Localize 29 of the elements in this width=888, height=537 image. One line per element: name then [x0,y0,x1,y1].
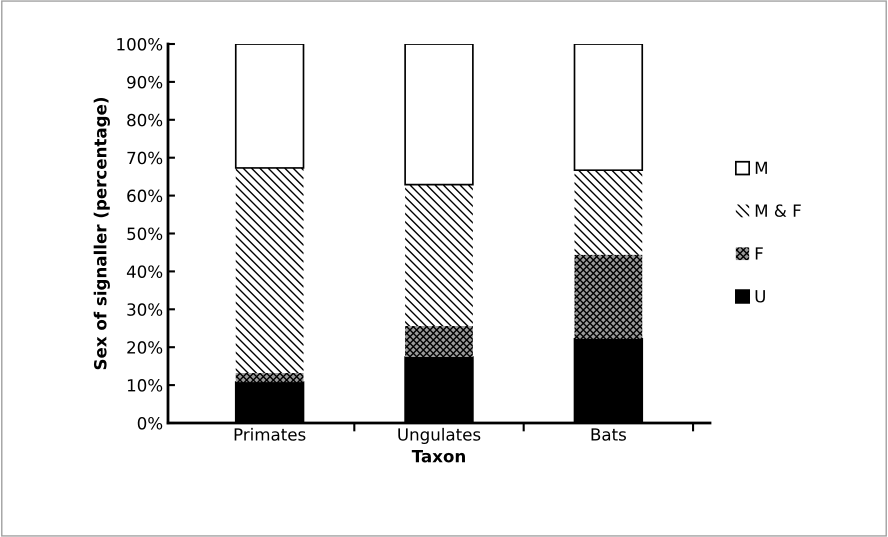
y-tick-label: 30% [127,303,162,316]
bar [574,170,642,255]
bar [574,254,642,339]
bar [404,44,474,186]
y-tick-label: 90% [127,76,162,88]
y-tick-label: 60% [127,190,162,202]
bar [405,326,473,358]
legend-label: F [756,247,763,260]
y-tick-label: 20% [127,341,162,354]
y-tick-label: 80% [127,114,162,126]
y-tick-label: 100% [117,38,162,51]
legend-label: M [756,162,767,174]
x-tick-label: Ungulates [398,428,480,444]
bar [405,184,473,326]
x-axis-title: Taxon [412,450,465,462]
y-axis-title: Sex of signaller (percentage) [94,98,110,370]
x-tick-label: Primates [234,428,306,441]
x-tick-label: Bats [592,428,626,441]
y-tick-label: 0% [138,416,162,430]
y-tick-label: 50% [127,227,162,240]
y-tick-label: 70% [127,152,162,164]
legend-label: U [756,290,765,303]
bar [234,44,304,169]
y-tick-label: 40% [126,265,162,278]
bar [236,372,304,382]
legend-label: M & F [756,204,801,217]
bar [236,168,304,373]
y-tick-label: 10% [128,379,162,392]
bar [574,44,644,172]
